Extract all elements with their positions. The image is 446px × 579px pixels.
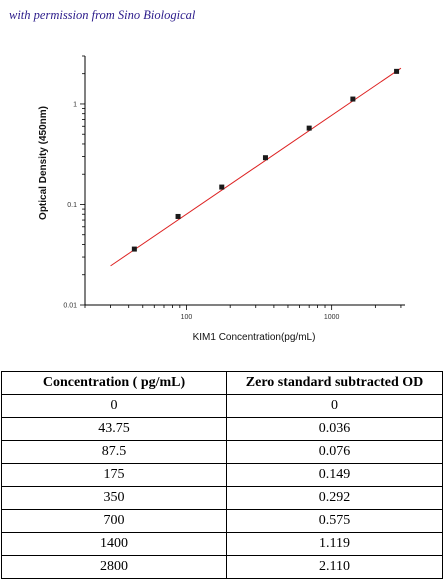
data-point [131, 246, 137, 252]
od-cell: 1.119 [226, 532, 443, 556]
od-cell: 2.110 [226, 555, 443, 579]
od-cell: 0.292 [226, 486, 443, 510]
od-cell: 0.076 [226, 440, 443, 464]
od-cell: 0 [226, 394, 443, 418]
table-row: 1400 1.119 [1, 532, 443, 556]
permission-note: with permission from Sino Biological [9, 8, 196, 22]
table-row: 43.75 0.036 [1, 417, 443, 441]
data-points [131, 68, 400, 252]
concentration-cell: 43.75 [1, 417, 227, 441]
y-axis-label: Optical Density (450nm) [38, 106, 49, 220]
table-row: 700 0.575 [1, 509, 443, 533]
concentration-cell: 175 [1, 463, 227, 487]
concentration-cell: 1400 [1, 532, 227, 556]
x-tick-label: 100 [181, 314, 193, 321]
x-axis-label: KIM1 Concentration(pg/mL) [193, 332, 316, 343]
table-row: 87.5 0.076 [1, 440, 443, 464]
x-tick-label: 1000 [324, 314, 340, 321]
standard-curve-chart: 100 1000 0.01 0.1 1 KIM1 Concentration(pg/mL… [38, 55, 405, 343]
concentration-cell: 0 [1, 394, 227, 418]
fit-line-group [110, 67, 402, 267]
fit-line [110, 67, 402, 267]
y-tick-label: 0.1 [67, 202, 77, 209]
od-header: Zero standard subtracted OD [226, 371, 443, 395]
concentration-cell: 700 [1, 509, 227, 533]
chart-axes: 100 1000 0.01 0.1 1 [63, 55, 405, 321]
table-row: 175 0.149 [1, 463, 443, 487]
concentration-cell: 2800 [1, 555, 227, 579]
table-header-row: Concentration ( pg/mL) Zero standard sub… [1, 371, 443, 395]
y-tick-label: 1 [73, 101, 77, 108]
y-tick-label: 0.01 [63, 303, 77, 310]
data-point [350, 96, 356, 102]
table-row: 350 0.292 [1, 486, 443, 510]
od-cell: 0.036 [226, 417, 443, 441]
concentration-cell: 350 [1, 486, 227, 510]
data-point [219, 184, 225, 190]
concentration-cell: 87.5 [1, 440, 227, 464]
od-cell: 0.149 [226, 463, 443, 487]
data-point [175, 213, 181, 219]
data-point [306, 125, 312, 131]
data-point [394, 68, 400, 74]
concentration-header: Concentration ( pg/mL) [1, 371, 227, 395]
standard-values-table: Concentration ( pg/mL) Zero standard sub… [1, 371, 443, 579]
table-row: 2800 2.110 [1, 555, 443, 579]
data-point [262, 155, 268, 161]
od-cell: 0.575 [226, 509, 443, 533]
